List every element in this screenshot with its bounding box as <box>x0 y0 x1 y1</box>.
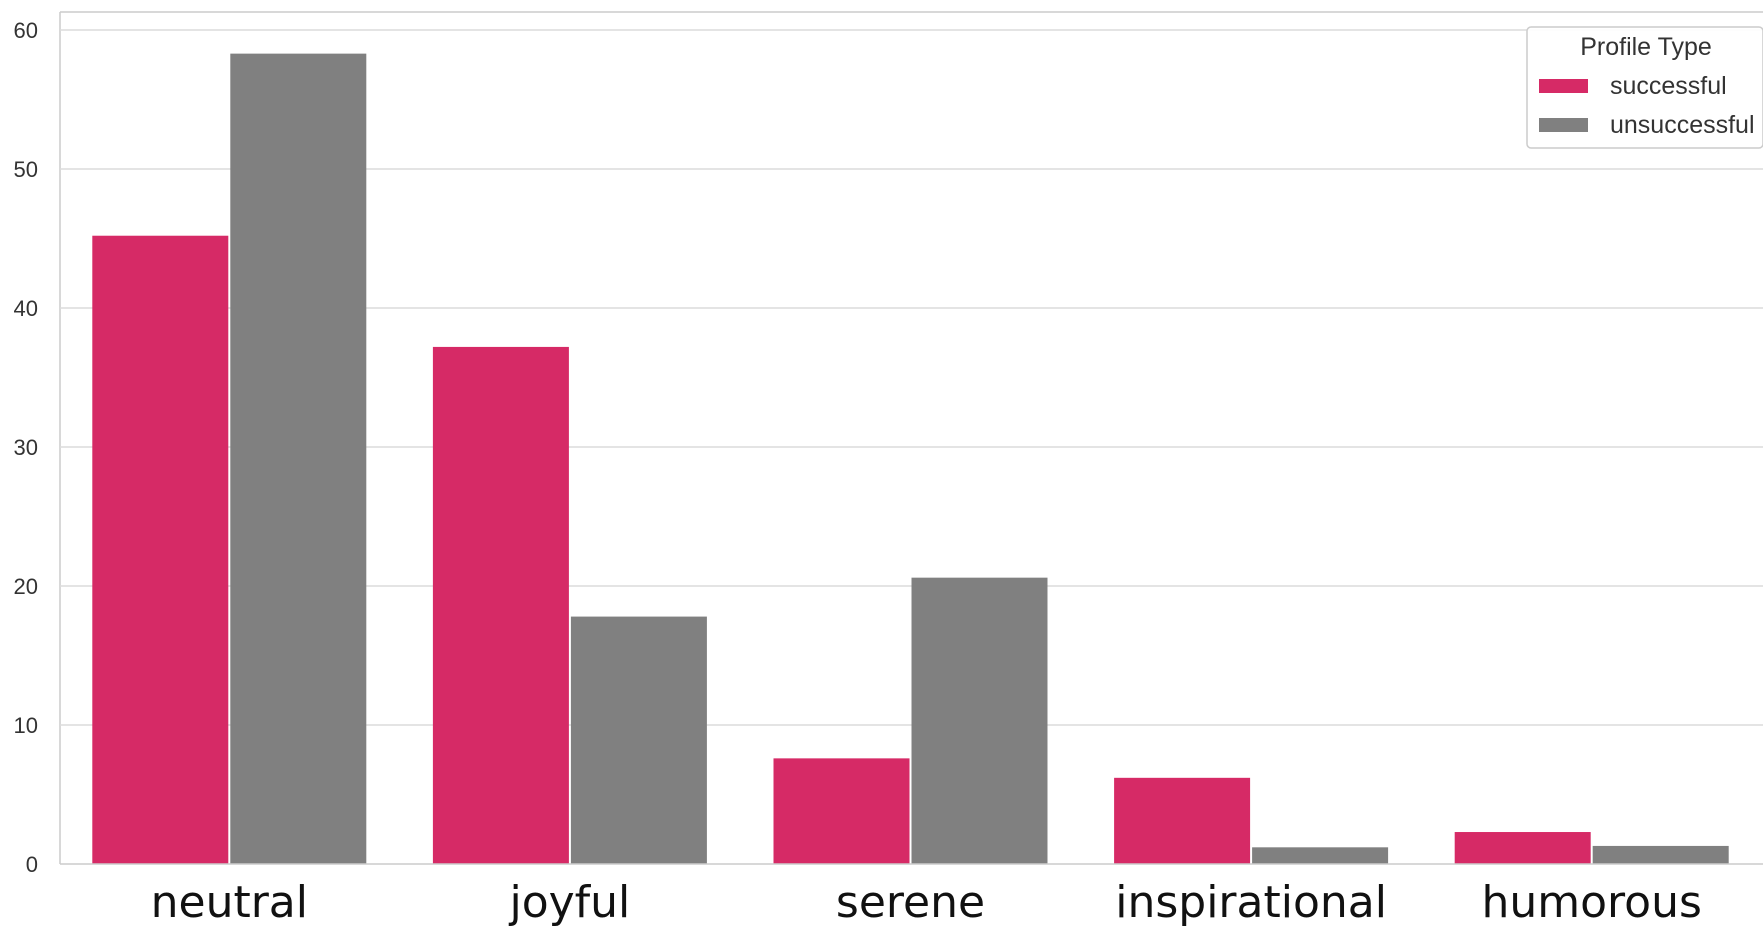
x-tick-label: joyful <box>509 877 631 928</box>
x-tick-label: serene <box>836 877 985 928</box>
y-tick-label: 20 <box>14 574 38 599</box>
legend-swatch-successful <box>1539 79 1588 93</box>
bar-successful-serene <box>773 758 910 864</box>
legend-box <box>1526 26 1763 149</box>
x-tick-label: inspirational <box>1115 877 1387 928</box>
y-axis-ticks: 0 10 20 30 40 50 60 <box>14 18 38 877</box>
bar-successful-inspirational <box>1114 777 1251 864</box>
bar-unsuccessful-neutral <box>230 53 367 864</box>
x-axis-ticks: neutral joyful serene inspirational humorous <box>151 877 1702 928</box>
bar-unsuccessful-inspirational <box>1252 847 1389 864</box>
bar-unsuccessful-serene <box>911 577 1048 864</box>
bar-unsuccessful-joyful <box>570 616 707 864</box>
legend-title: Profile Type <box>1580 33 1712 61</box>
y-tick-label: 30 <box>14 435 38 460</box>
bar-successful-joyful <box>432 346 569 864</box>
y-tick-label: 0 <box>26 852 38 877</box>
bar-successful-neutral <box>92 235 229 865</box>
y-tick-label: 40 <box>14 296 38 321</box>
x-tick-label: neutral <box>151 877 308 928</box>
legend-label-unsuccessful: unsuccessful <box>1610 111 1755 139</box>
y-tick-label: 50 <box>14 157 38 182</box>
legend-label-successful: successful <box>1610 72 1727 100</box>
y-tick-label: 10 <box>14 713 38 738</box>
bar-unsuccessful-humorous <box>1592 845 1729 864</box>
x-tick-label: humorous <box>1481 877 1701 928</box>
legend-swatch-unsuccessful <box>1539 118 1588 132</box>
bar-successful-humorous <box>1454 832 1591 864</box>
y-tick-label: 60 <box>14 18 38 43</box>
bars <box>92 53 1729 865</box>
legend: Profile Type successful unsuccessful <box>1526 26 1763 149</box>
